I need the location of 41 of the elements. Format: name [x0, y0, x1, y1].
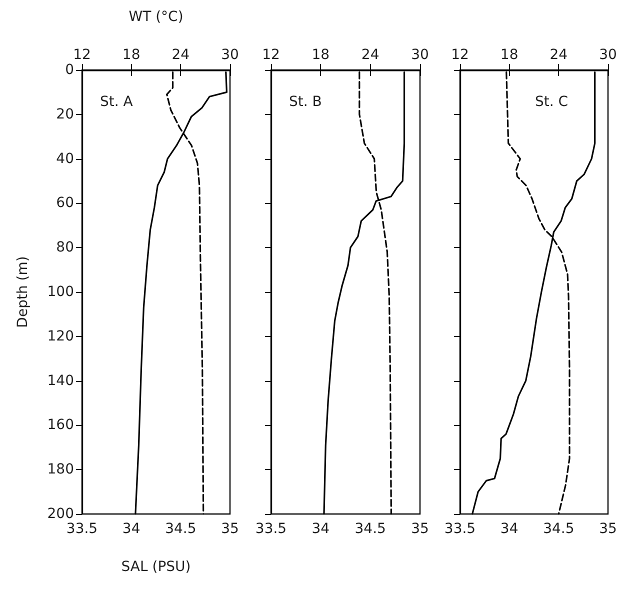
x2-tick-label: 24 [172, 47, 190, 63]
y-tick-label: 120 [47, 328, 74, 344]
x-tick-label: 33.5 [66, 521, 98, 537]
y-tick-label: 100 [47, 284, 74, 300]
x2-tick-label: 30 [599, 47, 617, 63]
y-tick-label: 200 [47, 506, 74, 522]
x2-tick-label: 12 [73, 47, 91, 63]
annotation: St. B [289, 94, 322, 110]
x2-tick-label: 24 [550, 47, 568, 63]
x2-tick-label: 30 [411, 47, 429, 63]
x-tick-label: 33.5 [444, 521, 476, 537]
x2-axis-title: WT (°C) [128, 9, 184, 25]
x2-tick-label: 18 [312, 47, 330, 63]
y-tick-label: 60 [56, 195, 74, 212]
x2-tick-label: 30 [221, 47, 239, 63]
y-tick-label: 140 [47, 372, 74, 389]
x2-tick-label: 18 [122, 47, 140, 63]
x-tick-label: 34.5 [543, 521, 574, 537]
x-tick-label: 35 [221, 521, 239, 537]
x-tick-label: 35 [411, 521, 429, 537]
x-tick-label: 34 [122, 521, 140, 537]
x2-tick-label: 24 [361, 47, 380, 63]
x-axis-title: SAL (PSU) [121, 559, 191, 575]
x-tick-label: 35 [599, 521, 617, 537]
x2-tick-label: 12 [262, 47, 280, 63]
y-tick-label: 40 [56, 150, 74, 167]
x-tick-label: 34 [312, 521, 330, 537]
y-tick-label: 0 [65, 62, 74, 78]
x-tick-label: 33.5 [255, 521, 287, 537]
y-tick-label: 180 [47, 462, 74, 478]
x-tick-label: 34 [500, 521, 518, 537]
x-tick-label: 34.5 [165, 521, 196, 537]
x-tick-label: 34.5 [354, 521, 386, 537]
y-axis-title: Depth (m) [15, 256, 31, 328]
annotation: St. A [100, 94, 134, 110]
y-tick-label: 20 [56, 106, 74, 122]
x2-tick-label: 18 [500, 47, 518, 63]
y-tick-label: 80 [56, 240, 74, 256]
y-tick-label: 160 [47, 417, 74, 434]
x2-tick-label: 12 [451, 47, 469, 63]
annotation: St. C [534, 94, 568, 110]
